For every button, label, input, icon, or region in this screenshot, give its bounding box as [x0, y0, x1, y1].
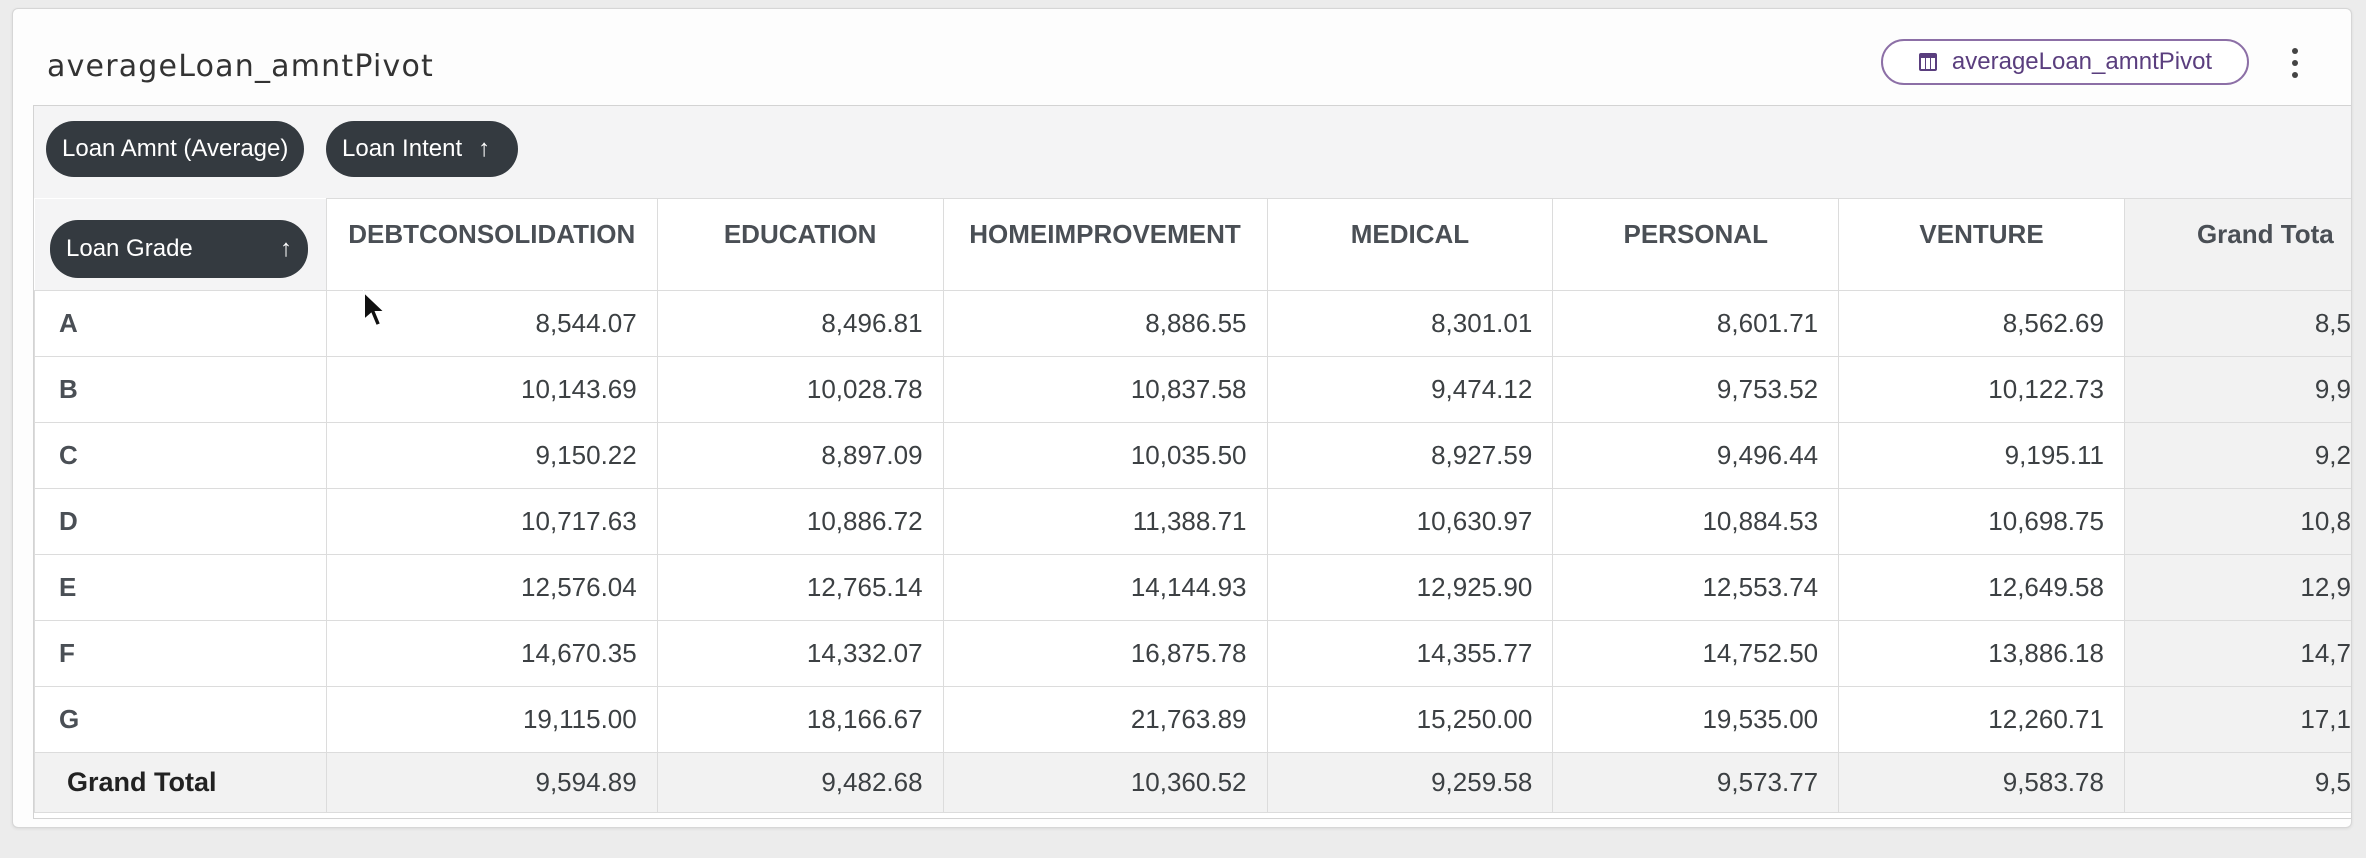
row-header: E: [34, 554, 327, 621]
grand-total-cell: 17,1: [2123, 686, 2351, 753]
table-cell: 15,250.00: [1266, 686, 1554, 753]
table-cell: 14,670.35: [325, 620, 658, 687]
source-chip[interactable]: averageLoan_amntPivot: [1881, 39, 2249, 85]
table-cell: 9,753.52: [1552, 356, 1840, 423]
table-cell: 8,496.81: [656, 290, 944, 357]
grand-total-cell: 9,482.68: [656, 752, 944, 813]
grand-total-cell: 9,259.58: [1266, 752, 1554, 813]
table-row: F 14,670.35 14,332.07 16,875.78 14,355.7…: [34, 620, 2351, 687]
mouse-cursor-icon: [363, 290, 388, 328]
row-header: C: [34, 422, 327, 489]
measure-bar: Loan Amnt (Average) Loan Intent ↑: [34, 106, 2351, 198]
column-header[interactable]: MEDICAL: [1266, 198, 1554, 291]
table-cell: 10,122.73: [1838, 356, 2125, 423]
table-cell: 14,752.50: [1552, 620, 1840, 687]
grand-total-cell: 10,8: [2123, 488, 2351, 555]
table-cell: 8,927.59: [1266, 422, 1554, 489]
grand-total-cell: 9,5: [2123, 752, 2351, 813]
pivot-grid: DEBTCONSOLIDATION EDUCATION HOMEIMPROVEM…: [34, 198, 2351, 813]
measure-pill[interactable]: Loan Amnt (Average): [46, 121, 304, 177]
grand-total-cell: 9,573.77: [1552, 752, 1840, 813]
sort-ascending-icon[interactable]: ↑: [280, 235, 292, 262]
table-cell: 14,144.93: [942, 554, 1268, 621]
table-cell: 14,332.07: [656, 620, 944, 687]
table-cell: 10,717.63: [325, 488, 658, 555]
table-cell: 9,150.22: [325, 422, 658, 489]
table-cell: 19,115.00: [325, 686, 658, 753]
pivot-card: averageLoan_amntPivot averageLoan_amntPi…: [12, 8, 2352, 828]
column-header[interactable]: DEBTCONSOLIDATION: [325, 198, 658, 291]
table-cell: 13,886.18: [1838, 620, 2125, 687]
table-cell: 9,496.44: [1552, 422, 1840, 489]
table-cell: 9,195.11: [1838, 422, 2125, 489]
row-pill[interactable]: Loan Grade ↑: [50, 220, 308, 278]
table-cell: 14,355.77: [1266, 620, 1554, 687]
table-cell: 8,301.01: [1266, 290, 1554, 357]
table-icon: [1918, 53, 1937, 71]
table-cell: 10,143.69: [325, 356, 658, 423]
table-row: G 19,115.00 18,166.67 21,763.89 15,250.0…: [34, 686, 2351, 753]
table-row: B 10,143.69 10,028.78 10,837.58 9,474.12…: [34, 356, 2351, 423]
table-cell: 12,553.74: [1552, 554, 1840, 621]
table-row: E 12,576.04 12,765.14 14,144.93 12,925.9…: [34, 554, 2351, 621]
measure-pill-label: Loan Amnt (Average): [62, 135, 289, 162]
grand-total-cell: 14,7: [2123, 620, 2351, 687]
grand-total-cell: 12,9: [2123, 554, 2351, 621]
table-cell: 11,388.71: [942, 488, 1268, 555]
row-header: D: [34, 488, 327, 555]
table-cell: 8,897.09: [656, 422, 944, 489]
table-row: D 10,717.63 10,886.72 11,388.71 10,630.9…: [34, 488, 2351, 555]
grand-total-row: Grand Total 9,594.89 9,482.68 10,360.52 …: [34, 752, 2351, 813]
sort-ascending-icon[interactable]: ↑: [478, 135, 491, 162]
column-header[interactable]: VENTURE: [1838, 198, 2125, 291]
column-pill[interactable]: Loan Intent ↑: [326, 121, 518, 177]
row-header: A: [34, 290, 327, 357]
table-cell: 10,035.50: [942, 422, 1268, 489]
table-row: C 9,150.22 8,897.09 10,035.50 8,927.59 9…: [34, 422, 2351, 489]
table-cell: 8,886.55: [942, 290, 1268, 357]
table-cell: 16,875.78: [942, 620, 1268, 687]
table-cell: 10,698.75: [1838, 488, 2125, 555]
table-cell: 10,837.58: [942, 356, 1268, 423]
row-header: B: [34, 356, 327, 423]
grand-total-cell: 9,9: [2123, 356, 2351, 423]
column-pill-label: Loan Intent: [342, 135, 463, 162]
table-cell: 12,649.58: [1838, 554, 2125, 621]
row-pill-label: Loan Grade: [66, 235, 193, 262]
table-cell: 10,028.78: [656, 356, 944, 423]
column-header[interactable]: PERSONAL: [1552, 198, 1840, 291]
table-cell: 12,576.04: [325, 554, 658, 621]
table-cell: 9,474.12: [1266, 356, 1554, 423]
grand-total-cell: 8,5: [2123, 290, 2351, 357]
table-cell: 21,763.89: [942, 686, 1268, 753]
table-cell: 12,925.90: [1266, 554, 1554, 621]
table-cell: 10,886.72: [656, 488, 944, 555]
pivot-table: Loan Amnt (Average) Loan Intent ↑ DEBTCO…: [33, 105, 2351, 819]
table-cell: 19,535.00: [1552, 686, 1840, 753]
table-area: DEBTCONSOLIDATION EDUCATION HOMEIMPROVEM…: [34, 198, 2351, 818]
table-cell: 12,765.14: [656, 554, 944, 621]
grand-total-cell: 10,360.52: [942, 752, 1268, 813]
table-cell: 18,166.67: [656, 686, 944, 753]
table-cell: 8,562.69: [1838, 290, 2125, 357]
more-vertical-icon[interactable]: [2281, 43, 2309, 83]
table-cell: 12,260.71: [1838, 686, 2125, 753]
row-header: F: [34, 620, 327, 687]
table-cell: 10,630.97: [1266, 488, 1554, 555]
column-header[interactable]: EDUCATION: [656, 198, 944, 291]
table-cell: 10,884.53: [1552, 488, 1840, 555]
grand-total-cell: 9,2: [2123, 422, 2351, 489]
column-header-row: DEBTCONSOLIDATION EDUCATION HOMEIMPROVEM…: [34, 198, 2351, 291]
card-title: averageLoan_amntPivot: [47, 49, 434, 84]
row-header: G: [34, 686, 327, 753]
grand-total-label: Grand Total: [34, 752, 327, 813]
table-cell: 8,601.71: [1552, 290, 1840, 357]
grand-total-column-header: Grand Tota: [2123, 198, 2351, 291]
grand-total-cell: 9,594.89: [325, 752, 658, 813]
column-header[interactable]: HOMEIMPROVEMENT: [942, 198, 1268, 291]
grand-total-cell: 9,583.78: [1838, 752, 2125, 813]
source-chip-label: averageLoan_amntPivot: [1951, 48, 2213, 75]
